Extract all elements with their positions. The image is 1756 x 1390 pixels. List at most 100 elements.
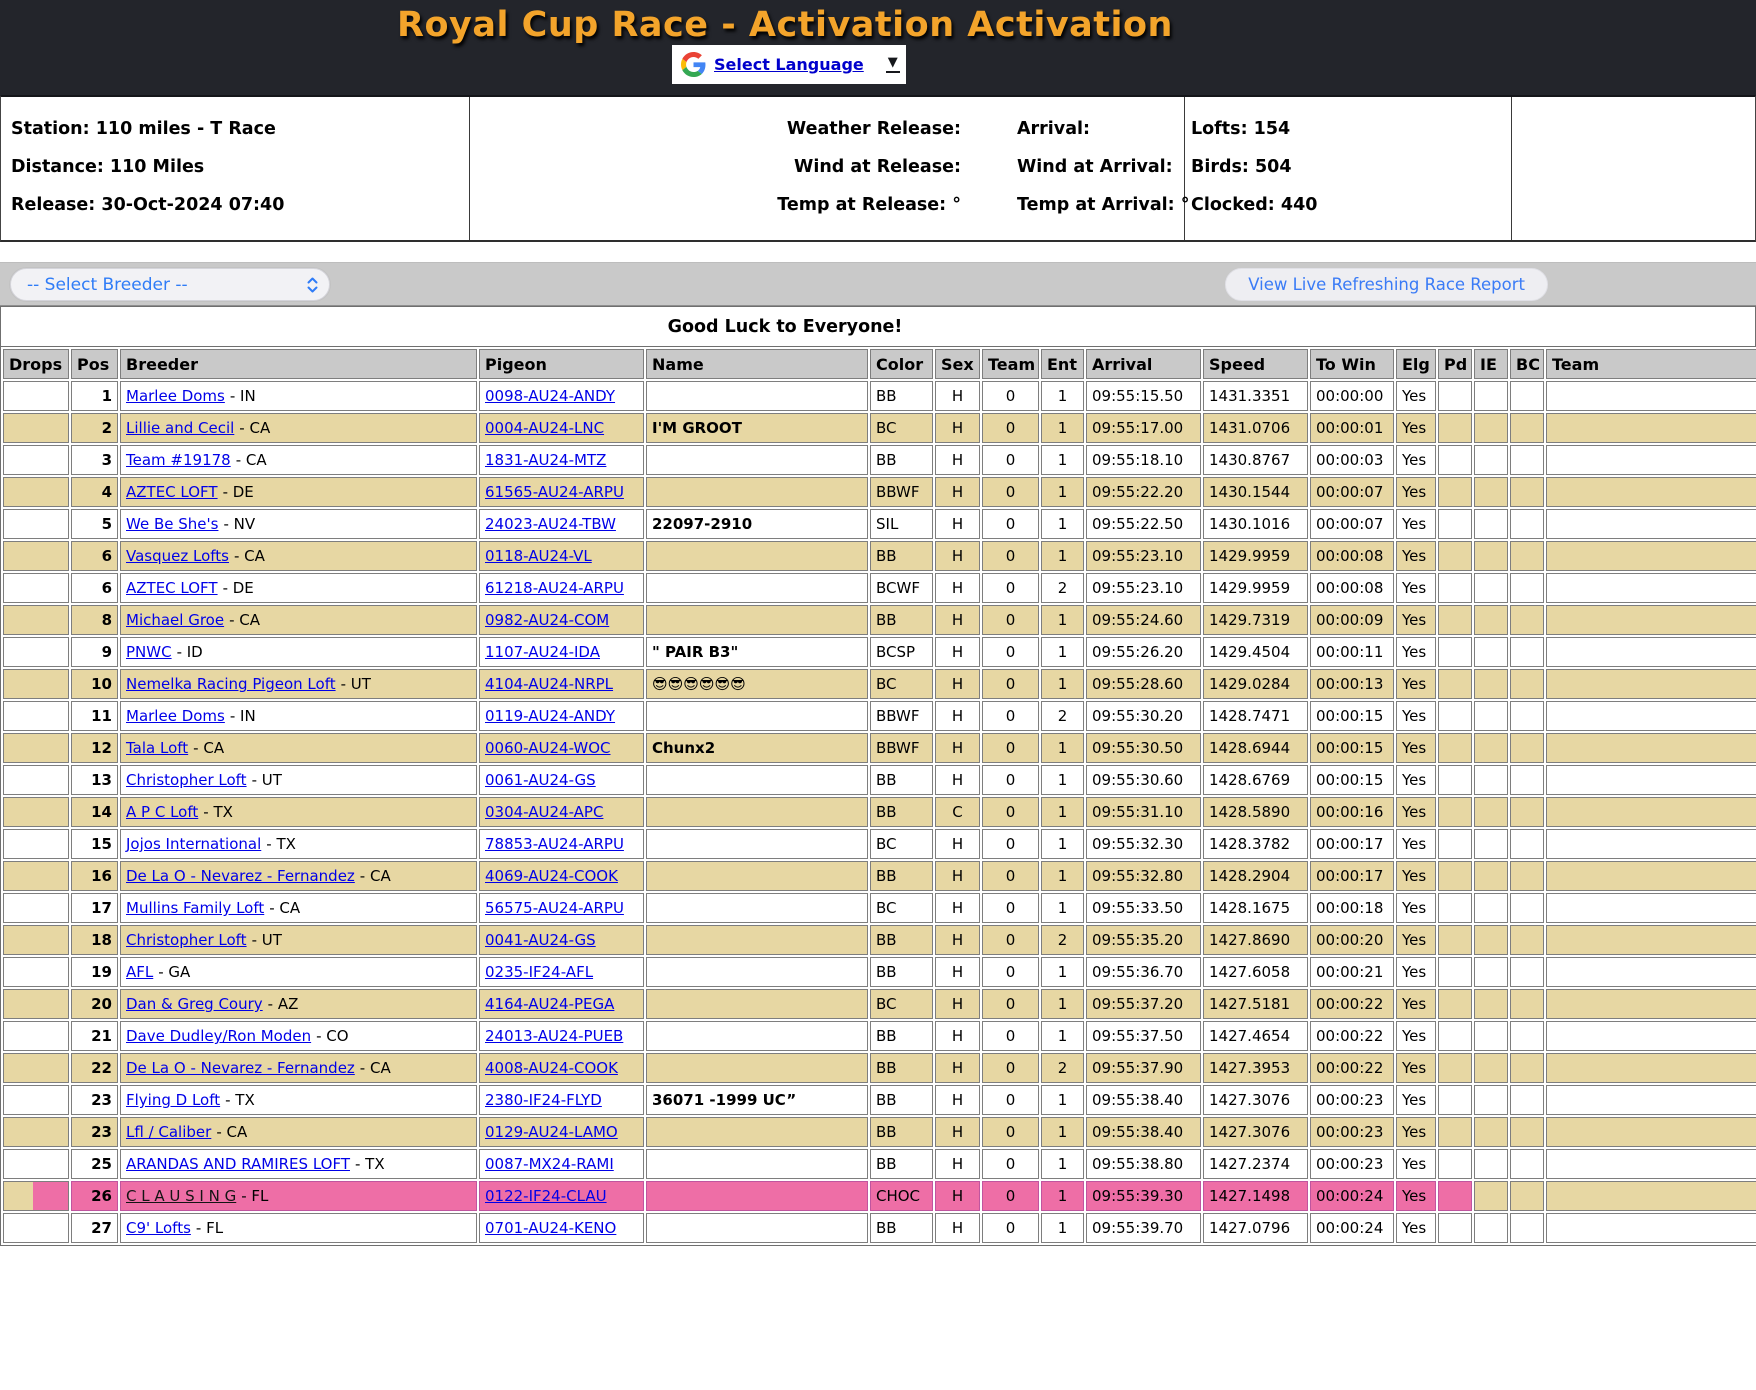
breeder-link[interactable]: Christopher Loft — [126, 771, 247, 789]
pigeon-link[interactable]: 0982-AU24-COM — [485, 611, 610, 629]
breeder-link[interactable]: PNWC — [126, 643, 172, 661]
birds-text: Birds: 504 — [1191, 157, 1292, 177]
cell-team: 0 — [982, 765, 1039, 795]
breeder-link[interactable]: De La O - Nevarez - Fernandez — [126, 1059, 355, 1077]
pigeon-link[interactable]: 0118-AU24-VL — [485, 547, 592, 565]
pigeon-link[interactable]: 4164-AU24-PEGA — [485, 995, 615, 1013]
pigeon-link[interactable]: 4104-AU24-NRPL — [485, 675, 614, 693]
breeder-link[interactable]: Mullins Family Loft — [126, 899, 265, 917]
cell-team-2 — [1546, 605, 1756, 635]
cell-ie — [1474, 957, 1508, 987]
breeder-link[interactable]: Michael Groe — [126, 611, 225, 629]
breeder-link[interactable]: Jojos International — [126, 835, 262, 853]
pigeon-link[interactable]: 0087-MX24-RAMI — [485, 1155, 614, 1173]
cell-arrival: 09:55:33.50 — [1086, 893, 1201, 923]
pigeon-link[interactable]: 2380-IF24-FLYD — [485, 1091, 602, 1109]
breeder-link[interactable]: A P C Loft — [126, 803, 199, 821]
cell-sex: H — [935, 989, 980, 1019]
breeder-link[interactable]: C L A U S I N G — [126, 1187, 237, 1205]
pigeon-link[interactable]: 0098-AU24-ANDY — [485, 387, 616, 405]
pigeon-link[interactable]: 0060-AU24-WOC — [485, 739, 611, 757]
breeder-link[interactable]: Vasquez Lofts — [126, 547, 229, 565]
cell-ent: 1 — [1041, 861, 1084, 891]
cell-drops — [3, 829, 69, 859]
cell-ie — [1474, 1181, 1508, 1211]
cell-to-win: 00:00:22 — [1310, 989, 1394, 1019]
breeder-link[interactable]: Marlee Doms — [126, 387, 225, 405]
pigeon-link[interactable]: 0701-AU24-KENO — [485, 1219, 617, 1237]
pigeon-link[interactable]: 0004-AU24-LNC — [485, 419, 605, 437]
breeder-link[interactable]: ARANDAS AND RAMIRES LOFT — [126, 1155, 350, 1173]
cell-to-win: 00:00:08 — [1310, 541, 1394, 571]
breeder-link[interactable]: Dan & Greg Coury — [126, 995, 263, 1013]
breeder-state: - CA — [234, 547, 265, 565]
temp-release-label: Temp at Release: ° — [777, 195, 961, 215]
breeder-link[interactable]: Nemelka Racing Pigeon Loft — [126, 675, 336, 693]
cell-sex: H — [935, 1117, 980, 1147]
cell-team: 0 — [982, 509, 1039, 539]
pigeon-link[interactable]: 0122-IF24-CLAU — [485, 1187, 607, 1205]
pigeon-link[interactable]: 0235-IF24-AFL — [485, 963, 594, 981]
pigeon-link[interactable]: 61218-AU24-ARPU — [485, 579, 624, 597]
cell-pos: 17 — [71, 893, 118, 923]
cell-team: 0 — [982, 381, 1039, 411]
cell-team: 0 — [982, 893, 1039, 923]
cell-ent: 1 — [1041, 957, 1084, 987]
breeder-link[interactable]: Tala Loft — [126, 739, 189, 757]
cell-pigeon: 0060-AU24-WOC — [479, 733, 644, 763]
breeder-link[interactable]: Christopher Loft — [126, 931, 247, 949]
breeder-link[interactable]: C9' Lofts — [126, 1219, 191, 1237]
breeder-link[interactable]: AZTEC LOFT — [126, 579, 218, 597]
pigeon-link[interactable]: 61565-AU24-ARPU — [485, 483, 624, 501]
breeder-link[interactable]: Lfl / Caliber — [126, 1123, 212, 1141]
cell-name — [646, 893, 868, 923]
breeder-link[interactable]: Flying D Loft — [126, 1091, 221, 1109]
pigeon-link[interactable]: 1831-AU24-MTZ — [485, 451, 607, 469]
good-luck-banner: Good Luck to Everyone! — [0, 306, 1756, 346]
pigeon-link[interactable]: 0119-AU24-ANDY — [485, 707, 616, 725]
cell-elg: Yes — [1396, 1053, 1436, 1083]
pigeon-link[interactable]: 0304-AU24-APC — [485, 803, 604, 821]
select-language-link[interactable]: Select Language — [714, 55, 864, 74]
pigeon-link[interactable]: 24023-AU24-TBW — [485, 515, 616, 533]
pigeon-link[interactable]: 0061-AU24-GS — [485, 771, 596, 789]
pigeon-link[interactable]: 0129-AU24-LAMO — [485, 1123, 618, 1141]
cell-team: 0 — [982, 989, 1039, 1019]
info-divider — [469, 97, 470, 240]
breeder-link[interactable]: Team #19178 — [126, 451, 231, 469]
pigeon-link[interactable]: 24013-AU24-PUEB — [485, 1027, 624, 1045]
race-info-strip: Station: 110 miles - T Race Distance: 11… — [0, 95, 1756, 242]
cell-elg: Yes — [1396, 1085, 1436, 1115]
view-live-report-button[interactable]: View Live Refreshing Race Report — [1225, 268, 1548, 301]
cell-bc — [1510, 477, 1544, 507]
breeder-link[interactable]: Marlee Doms — [126, 707, 225, 725]
cell-speed: 1428.3782 — [1203, 829, 1308, 859]
pigeon-link[interactable]: 4069-AU24-COOK — [485, 867, 618, 885]
breeder-link[interactable]: AFL — [126, 963, 154, 981]
pigeon-link[interactable]: 78853-AU24-ARPU — [485, 835, 624, 853]
breeder-link[interactable]: Dave Dudley/Ron Moden — [126, 1027, 312, 1045]
breeder-link[interactable]: We Be She's — [126, 515, 219, 533]
pigeon-link[interactable]: 0041-AU24-GS — [485, 931, 596, 949]
table-row: 14 A P C Loft - TX 0304-AU24-APC BB C 0 1… — [3, 797, 1756, 827]
cell-pos: 5 — [71, 509, 118, 539]
cell-pos: 20 — [71, 989, 118, 1019]
breeder-link[interactable]: Lillie and Cecil — [126, 419, 235, 437]
pigeon-link[interactable]: 4008-AU24-COOK — [485, 1059, 618, 1077]
breeder-link[interactable]: AZTEC LOFT — [126, 483, 218, 501]
translate-dropdown-arrow-icon[interactable]: ▼ — [885, 56, 900, 73]
table-row: 1 Marlee Doms - IN 0098-AU24-ANDY BB H 0 … — [3, 381, 1756, 411]
cell-color: BB — [870, 445, 933, 475]
breeder-link[interactable]: De La O - Nevarez - Fernandez — [126, 867, 355, 885]
cell-drops — [3, 1021, 69, 1051]
pigeon-link[interactable]: 1107-AU24-IDA — [485, 643, 600, 661]
cell-pigeon: 4164-AU24-PEGA — [479, 989, 644, 1019]
cell-drops — [3, 893, 69, 923]
breeder-select[interactable]: -- Select Breeder -- — [10, 268, 330, 301]
cell-to-win: 00:00:07 — [1310, 509, 1394, 539]
cell-team-2 — [1546, 413, 1756, 443]
pigeon-link[interactable]: 56575-AU24-ARPU — [485, 899, 624, 917]
cell-speed: 1431.0706 — [1203, 413, 1308, 443]
cell-speed: 1427.8690 — [1203, 925, 1308, 955]
cell-elg: Yes — [1396, 701, 1436, 731]
